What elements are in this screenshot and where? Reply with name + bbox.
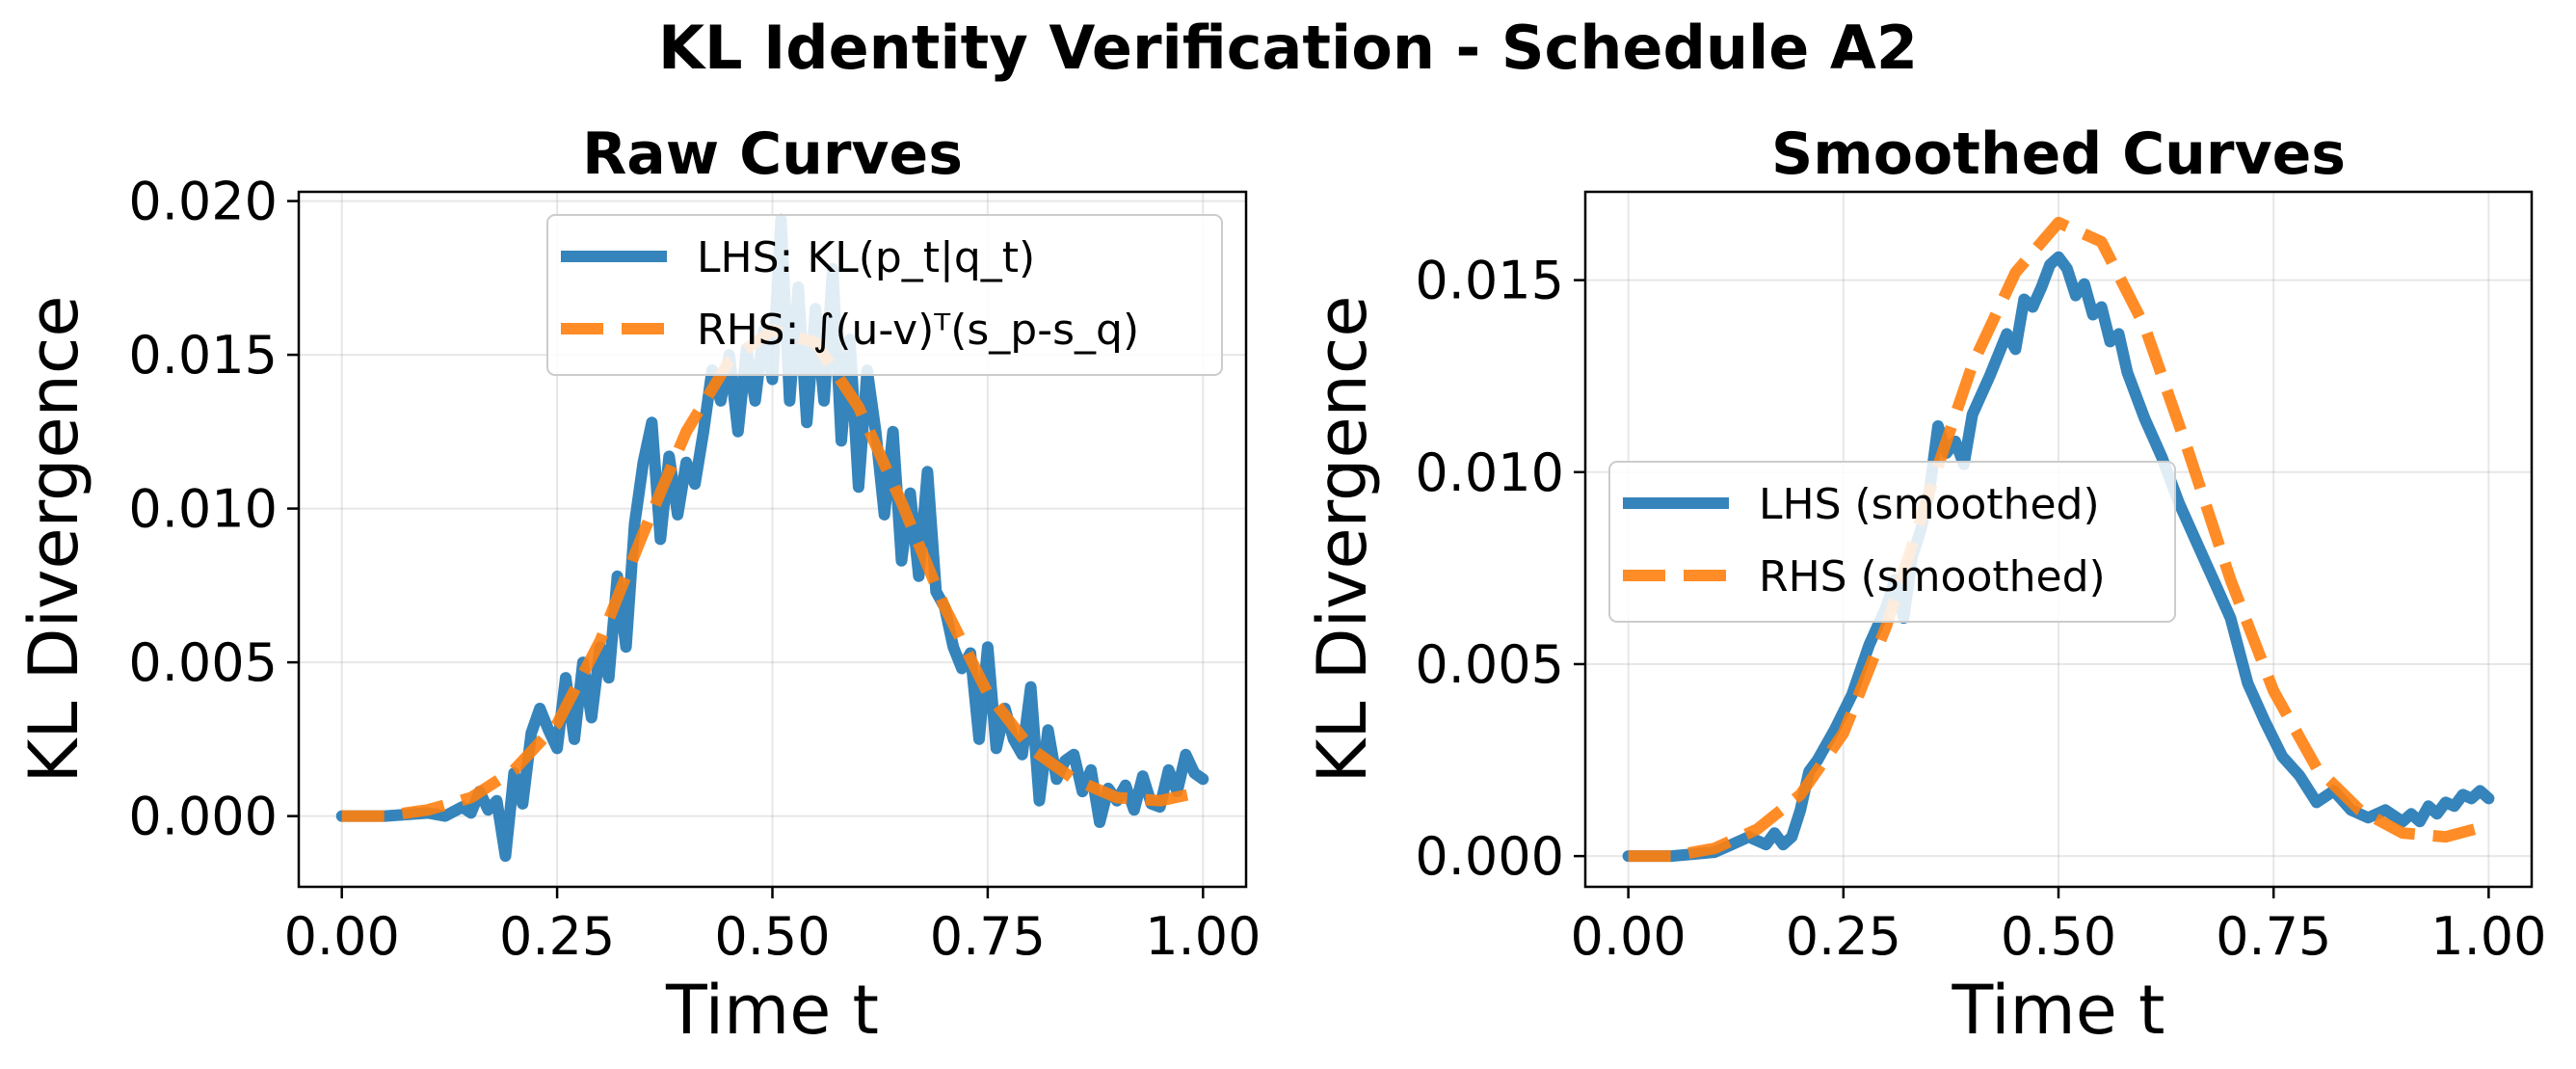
legend-label: LHS (smoothed) [1759,480,2100,529]
x-tick-label: 0.25 [499,906,615,967]
x-tick-label: 0.50 [2001,906,2116,967]
legend: LHS: KL(p_t|q_t) RHS: ∫(u-v)ᵀ(s_p-s_q) [546,214,1223,376]
y-tick-label: 0.005 [128,632,278,693]
y-tick-label: 0.015 [128,325,278,386]
legend-label: RHS (smoothed) [1759,552,2106,601]
y-tick-label: 0.000 [1415,826,1564,887]
y-tick-label: 0.020 [128,172,278,232]
x-tick-label: 0.00 [1571,906,1686,967]
y-axis-label: KL Divergence [14,296,93,784]
x-tick-label: 0.75 [930,906,1046,967]
y-tick-label: 0.015 [1415,251,1564,311]
legend: LHS (smoothed) RHS (smoothed) [1608,461,2176,623]
y-tick-label: 0.005 [1415,634,1564,695]
legend-label: LHS: KL(p_t|q_t) [697,233,1035,282]
x-tick-label: 0.75 [2216,906,2331,967]
x-tick-label: 1.00 [2430,906,2546,967]
x-tick-label: 0.50 [714,906,830,967]
raw-curves-panel: 0.00 0.25 0.50 0.75 1.00 0.000 0.005 0.010 0.015… [14,120,1261,1050]
x-axis-label: Time t [1951,971,2164,1050]
x-tick-label: 1.00 [1145,906,1261,967]
figure-title: KL Identity Verification - Schedule A2 [658,13,1918,83]
x-axis-label: Time t [665,971,879,1050]
legend-box [1608,461,2176,623]
legend-label: RHS: ∫(u-v)ᵀ(s_p-s_q) [697,306,1139,355]
panel-title: Smoothed Curves [1771,120,2346,188]
y-tick-label: 0.010 [128,479,278,540]
x-tick-label: 0.00 [284,906,400,967]
smoothed-curves-panel: 0.00 0.25 0.50 0.75 1.00 0.000 0.005 0.010 0.015… [1303,120,2546,1050]
x-tick-label: 0.25 [1786,906,1901,967]
rhs-series-line [1628,216,2490,863]
y-tick-label: 0.000 [128,787,278,847]
lhs-series-line [1622,251,2495,863]
y-axis-label: KL Divergence [1303,296,1382,784]
panel-title: Raw Curves [582,120,963,188]
legend-box [546,214,1223,376]
y-tick-label: 0.010 [1415,442,1564,503]
